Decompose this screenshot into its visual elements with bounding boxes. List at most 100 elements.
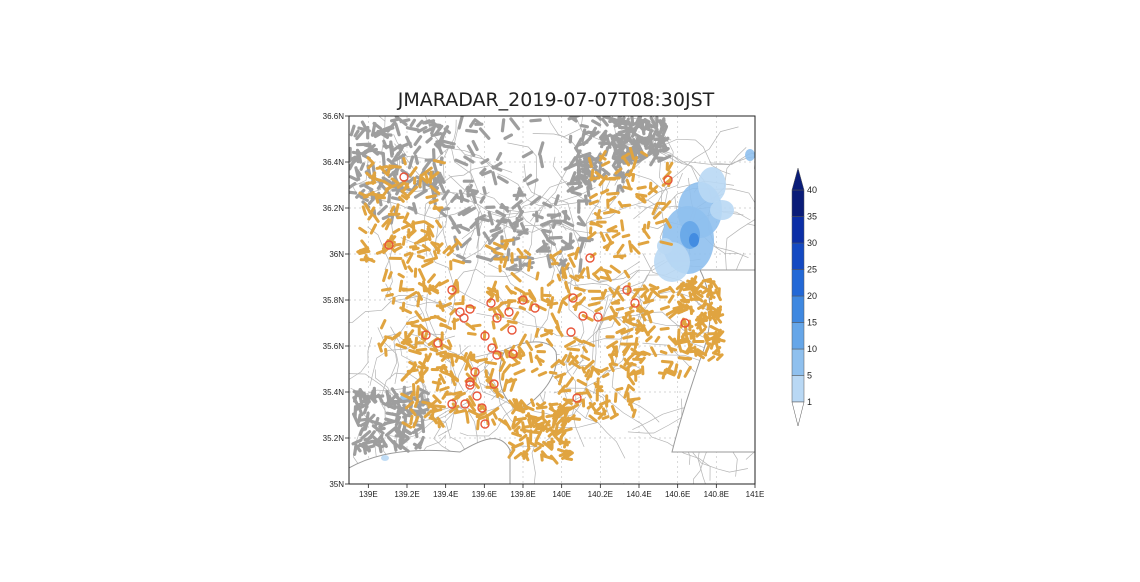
marker-circle [585, 253, 595, 263]
orange-road-segment [437, 419, 441, 429]
gray-road-segment [384, 417, 395, 423]
orange-road-segment [508, 441, 516, 448]
gray-road-segment [588, 126, 598, 140]
orange-road-segment [674, 339, 689, 346]
orange-road-segment [413, 238, 426, 245]
x-tick-label: 139.6E [472, 490, 497, 499]
boundary-line [507, 209, 559, 269]
orange-road-segment [588, 226, 593, 235]
orange-road-segment [627, 375, 636, 386]
orange-road-segment [439, 322, 453, 331]
orange-road-segment [581, 366, 586, 374]
marker-circle [472, 391, 482, 401]
orange-road-segment [563, 451, 574, 460]
orange-road-segment [543, 328, 554, 336]
orange-road-segment [412, 383, 416, 397]
orange-road-segment [599, 275, 611, 281]
marker-circle [504, 307, 514, 317]
x-tick-label: 139.4E [433, 490, 458, 499]
gray-road-segment [550, 212, 562, 220]
orange-road-segment [452, 258, 466, 265]
orange-road-segment [487, 407, 500, 417]
orange-road-segment [389, 205, 396, 213]
gray-road-segment [422, 119, 431, 125]
gray-road-segment [586, 185, 591, 197]
colorbar-segment [791, 216, 805, 244]
gray-road-segment [358, 393, 365, 409]
orange-road-segment [530, 398, 536, 407]
marker-circle [447, 399, 457, 409]
orange-road-segment [518, 305, 526, 311]
orange-road-segment [589, 220, 603, 228]
orange-road-segment [451, 395, 461, 402]
gray-road-segment [487, 210, 494, 226]
orange-road-segment [631, 156, 638, 170]
orange-road-segment [418, 174, 423, 188]
gray-road-segment [378, 443, 388, 449]
boundary-line [642, 253, 713, 314]
orange-road-segment [549, 454, 559, 465]
gray-road-segment [433, 124, 444, 136]
colorbar-segment [791, 375, 805, 403]
orange-road-segment [626, 310, 633, 316]
gray-road-segment [495, 151, 503, 162]
orange-road-segment [651, 202, 659, 216]
orange-road-segment [414, 375, 424, 385]
orange-road-segment [557, 301, 564, 314]
orange-road-segment [419, 323, 429, 333]
orange-road-segment [387, 165, 396, 170]
orange-road-segment [405, 291, 418, 300]
gray-road-segment [617, 125, 633, 130]
orange-road-segment [568, 256, 576, 268]
orange-road-segment [465, 360, 473, 371]
orange-road-segment [500, 323, 510, 332]
gray-road-segment [635, 154, 649, 164]
orange-road-segment [446, 249, 455, 257]
orange-road-segment [366, 156, 374, 164]
gray-road-segment [480, 158, 490, 165]
orange-road-segment [421, 400, 433, 406]
orange-road-segment [429, 286, 439, 293]
orange-road-segment [589, 192, 598, 200]
gray-road-segment [356, 388, 362, 397]
orange-road-segment [514, 398, 521, 410]
gray-road-segment [654, 146, 660, 156]
orange-road-segment [701, 286, 712, 295]
orange-road-segment [659, 326, 670, 331]
gray-road-segment [537, 141, 545, 156]
gray-road-segment [407, 206, 417, 212]
orange-road-segment [375, 249, 386, 255]
gray-road-segment [396, 402, 403, 413]
orange-road-segment [606, 228, 619, 233]
orange-road-segment [557, 358, 566, 366]
orange-road-segment [491, 320, 496, 330]
orange-road-segment [405, 321, 414, 326]
marker-circle [507, 325, 517, 335]
orange-road-segment [635, 327, 645, 332]
orange-road-segment [420, 357, 428, 370]
boundary-line [459, 344, 510, 405]
gray-road-segment [377, 204, 388, 216]
orange-road-segment [540, 450, 548, 458]
orange-road-segment [646, 220, 651, 230]
marker-circle [480, 419, 490, 429]
orange-road-segment [502, 256, 509, 269]
gray-road-segment [571, 174, 580, 183]
orange-road-segment [430, 407, 436, 419]
orange-road-segment [478, 403, 486, 411]
orange-road-segment [641, 350, 651, 356]
orange-road-segment [414, 310, 423, 320]
gray-road-segment [489, 252, 500, 263]
orange-road-segment [684, 333, 691, 346]
orange-road-segment [409, 245, 418, 249]
orange-road-segment [552, 415, 559, 426]
boundary-line [560, 263, 644, 302]
orange-road-segment [500, 238, 515, 243]
gray-road-segment [355, 129, 366, 141]
orange-road-segment [379, 337, 388, 348]
orange-road-segment [706, 335, 716, 342]
gray-road-segment [561, 210, 571, 221]
orange-road-segment [665, 307, 679, 316]
orange-road-segment [434, 159, 446, 165]
